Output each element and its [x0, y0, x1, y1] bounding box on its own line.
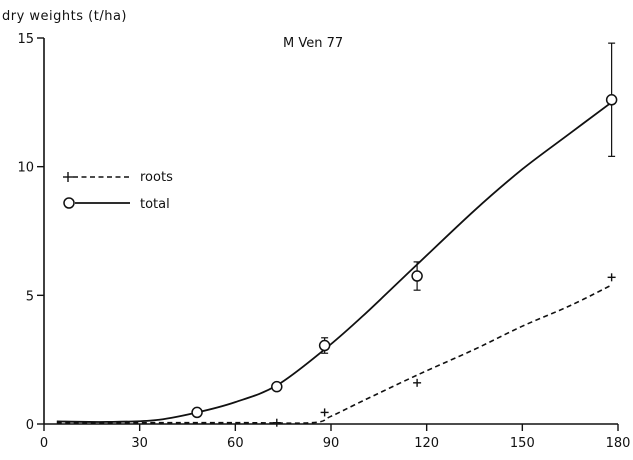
legend-total-marker	[63, 197, 75, 209]
y-tick-label: 15	[17, 32, 34, 47]
y-tick-label: 0	[26, 418, 34, 433]
total-point	[318, 339, 331, 352]
x-tick-label: 90	[323, 436, 340, 451]
x-tick-label: 180	[606, 436, 631, 451]
markers	[191, 42, 618, 427]
total-point	[191, 406, 203, 419]
roots-point	[320, 408, 329, 417]
total-series-line	[56, 101, 613, 423]
ticks: 0 30 60 90 120 150 180 0 5 10 15	[17, 32, 630, 451]
y-tick-label: 10	[17, 161, 34, 176]
x-tick-label: 60	[227, 436, 244, 451]
total-point	[411, 270, 423, 282]
total-point	[605, 94, 618, 106]
x-tick-label: 150	[510, 436, 535, 451]
y-axis-label: dry weights (t/ha)	[2, 9, 127, 24]
roots-series-line	[56, 284, 612, 424]
roots-point	[272, 418, 281, 427]
axes	[43, 38, 618, 425]
y-tick-label: 5	[26, 289, 34, 304]
chart-title: M Ven 77	[283, 36, 343, 51]
x-tick-label: 30	[131, 436, 148, 451]
total-point	[271, 380, 283, 393]
x-tick-label: 120	[414, 436, 439, 451]
legend-roots-label: roots	[140, 170, 173, 185]
legend-total-label: total	[140, 197, 170, 212]
x-tick-label: 0	[40, 436, 48, 451]
curves	[56, 101, 613, 424]
roots-point	[413, 378, 422, 387]
roots-point	[607, 273, 616, 282]
legend: roots total	[63, 170, 173, 212]
